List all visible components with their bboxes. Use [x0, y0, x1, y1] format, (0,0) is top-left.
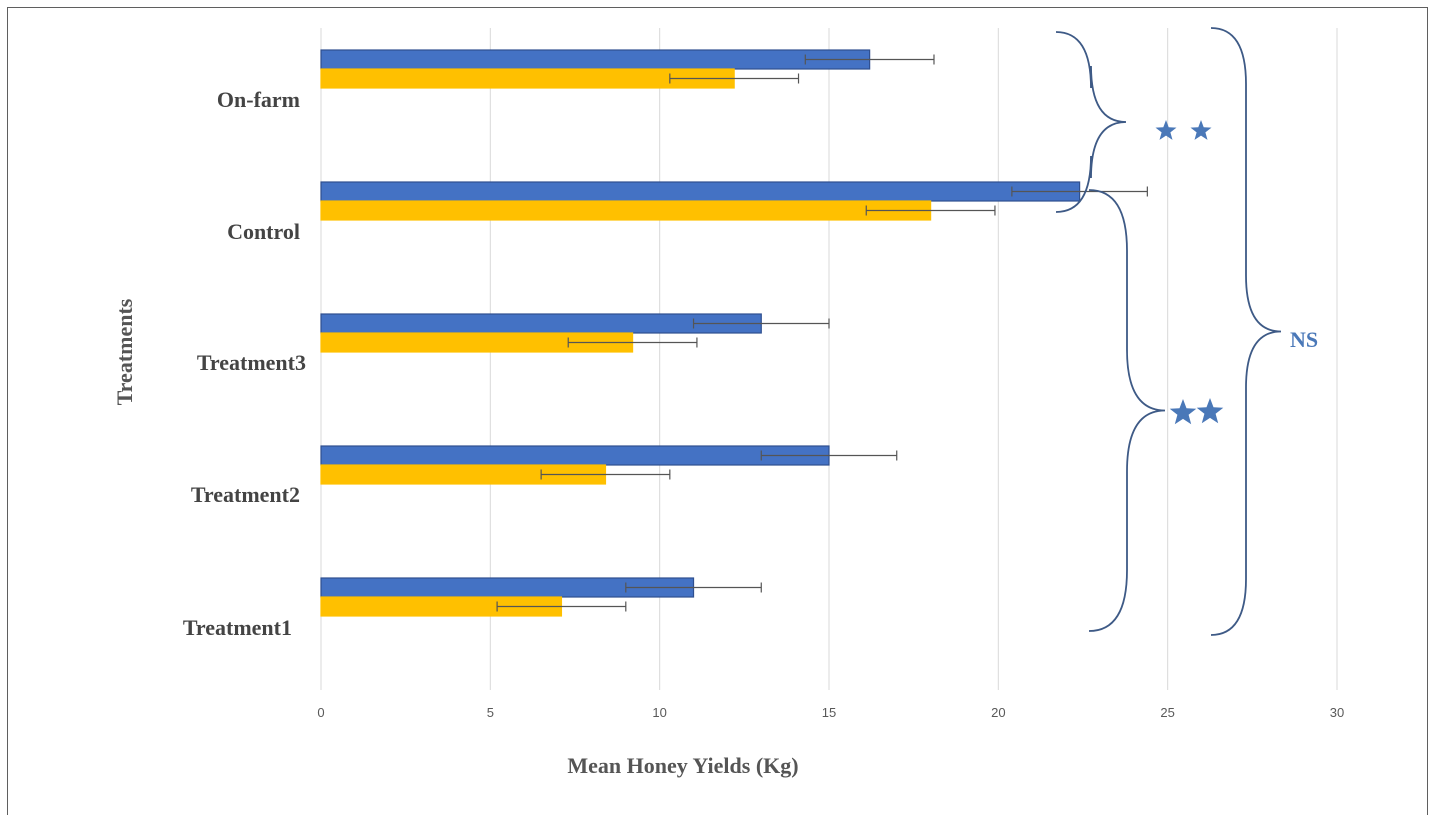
x-tick-label: 15 [822, 705, 836, 720]
bar [320, 445, 830, 466]
category-label: Control [227, 219, 300, 244]
y-axis-title: Treatments [112, 298, 137, 405]
x-axis-title: Mean Honey Yields (Kg) [567, 753, 798, 778]
category-label: Treatment3 [197, 350, 306, 375]
x-tick-label: 20 [991, 705, 1005, 720]
chart-frame [7, 7, 1428, 815]
star-icon [1190, 120, 1212, 140]
significance-brackets [1055, 27, 1282, 636]
bar [320, 181, 1081, 202]
grid-lines [320, 28, 1338, 690]
bars [320, 49, 1081, 617]
category-labels: On-farm Control Treatment3 Treatment2 Treatm… [183, 87, 306, 640]
category-label: Treatment2 [191, 482, 300, 507]
bracket-upper [1055, 31, 1127, 213]
bar [320, 49, 871, 70]
star-icon [1196, 398, 1224, 424]
star-icon [1155, 120, 1177, 140]
x-tick-labels: 0 5 10 15 20 25 30 [317, 705, 1344, 720]
category-label: On-farm [217, 87, 300, 112]
x-tick-label: 25 [1160, 705, 1174, 720]
star-icon [1169, 399, 1197, 425]
error-bars [496, 54, 1148, 612]
ns-label: NS [1290, 327, 1318, 352]
category-label: Treatment1 [183, 615, 292, 640]
bracket-lower [1088, 189, 1166, 632]
x-tick-label: 10 [652, 705, 666, 720]
bar [320, 200, 932, 221]
x-tick-label: 30 [1330, 705, 1344, 720]
bracket-outer [1210, 27, 1282, 636]
x-tick-label: 5 [487, 705, 494, 720]
x-tick-label: 0 [317, 705, 324, 720]
